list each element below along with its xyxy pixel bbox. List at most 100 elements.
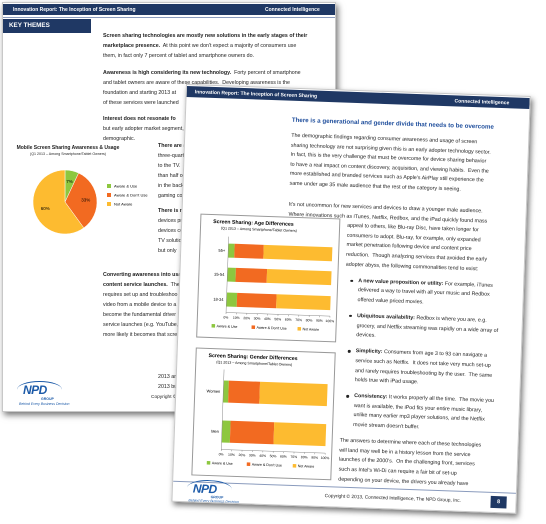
x-tick-label: 0% [219, 452, 224, 456]
text-line: same under age 35 male audience that the… [289, 180, 461, 193]
text-line: reduction. Though analyzing services tha… [346, 251, 488, 263]
text-line: such as Intel's Wi-Di can require a fair… [338, 466, 457, 477]
category-label: 55+ [218, 248, 226, 253]
data-label: 60% [41, 206, 50, 211]
bar-segment [234, 243, 264, 259]
page-number: 8 [490, 495, 507, 509]
bold-text: Interest does not resonate fo [103, 116, 176, 122]
x-tick-label: 80% [306, 318, 313, 322]
section-heading: There is a generational and gender divid… [291, 116, 494, 131]
x-tick-label: 100% [321, 456, 330, 460]
text-line: adopter abyss, the following commonaliti… [345, 261, 479, 272]
bold-text: A new value proposition or utility: [358, 277, 444, 287]
x-tick-label: 10% [228, 453, 235, 457]
legend-swatch [107, 184, 111, 188]
text: It works properly all the time. The movi… [387, 394, 494, 405]
x-tick-label: 70% [295, 318, 302, 322]
text-line: grocery, and Netflix streaming was rapid… [356, 322, 499, 334]
chart-subtitle: (Q1 2013 – Among Smartphone/Tablet Owner… [30, 152, 106, 156]
logo-tagline: Behind Every Business Decision [19, 402, 70, 406]
legend-label: Aware & Don't Use [114, 193, 148, 198]
text-line: devices co [158, 228, 184, 234]
x-tick-label: 20% [238, 453, 245, 457]
text-line: market penetration following device and … [346, 242, 472, 253]
text-line: service such as Netflix. It does not tak… [355, 357, 491, 369]
chart-subtitle: (Q1 2013 – Among Smartphone/Tablet Owner… [216, 360, 292, 367]
logo-name: NPD [23, 383, 47, 397]
text-line: but only [158, 248, 177, 254]
pie-slice [32, 169, 85, 235]
text-line: There are a [158, 143, 187, 149]
section-label: KEY THEMES [3, 19, 91, 33]
chart-box: Screen Sharing: Age Differences (Q1 2013 … [196, 213, 341, 343]
logo-tagline: Behind Every Business Decision [188, 498, 239, 505]
logo-name: NPD [192, 481, 217, 497]
legend-swatch [107, 193, 111, 197]
category-label: 18-34 [213, 297, 224, 302]
legend-swatch [297, 327, 302, 331]
axis-line [225, 236, 229, 313]
text-line: service launches (e.g. YouTube, [103, 322, 179, 328]
text-line: video from a mobile device to a [103, 302, 177, 308]
text-line: offered value priced movies. [357, 297, 424, 306]
bold-text: content service launches. [103, 282, 168, 288]
logo-group: GROUP [41, 397, 54, 401]
legend-label: Not Aware [302, 327, 319, 332]
text-line: than half o [158, 173, 183, 179]
data-label: 7% [66, 179, 73, 184]
bar-segment [228, 380, 261, 404]
x-tick-label: 80% [301, 455, 308, 459]
text-line: Awareness is high considering its new te… [103, 70, 301, 76]
x-tick-label: 0% [223, 315, 228, 319]
chart-title: Screen Sharing: Gender Differences [208, 353, 297, 362]
x-tick-label: 10% [233, 316, 240, 320]
legend-label: Aware & Use [216, 324, 237, 329]
bar-segment [263, 244, 333, 262]
bold-text: Converting awareness into usag [103, 272, 185, 278]
bullet [348, 314, 352, 318]
logo-swoosh [17, 381, 62, 398]
text: Redbox is where you are, e.g. [414, 315, 487, 324]
legend-label: Not Aware [298, 464, 315, 469]
text: Consumers from age 3 to 93 can navigate … [382, 349, 488, 359]
bold-text: Screen sharing technologies are mostly n… [103, 33, 308, 39]
category-label: Men [211, 429, 219, 434]
data-label: 33% [81, 198, 90, 203]
legend-label: Aware & Use [114, 184, 138, 189]
x-tick-label: 60% [285, 318, 292, 322]
pie-chart: 7% Aware & Use 33% Aware & Don't Use 60% Not … [32, 169, 148, 235]
text-line: marketplace presence. At this point we d… [103, 43, 296, 49]
brand: Connected Intelligence [265, 6, 320, 13]
legend-swatch [107, 202, 111, 206]
text-line: devices. [356, 332, 376, 339]
rule [3, 17, 335, 18]
page-header: Innovation Report: The Inception of Scre… [186, 86, 530, 109]
bullet [350, 279, 353, 282]
legend-swatch [246, 462, 251, 466]
text: For example, iTunes [443, 280, 493, 289]
bold-text: There are a [158, 143, 187, 149]
text-line: in the backg [158, 183, 187, 189]
text-line: movie stream doesn't buffer. [353, 422, 420, 431]
bar-segment [227, 267, 236, 282]
legend-swatch [211, 324, 216, 328]
text-line: holds true with iPad usage. [354, 377, 419, 386]
pie-slice [64, 172, 98, 229]
text-line: Ubiquitous availability: Redbox is where… [357, 313, 487, 324]
bar-segment [226, 292, 238, 307]
text-line: TV solution [158, 238, 185, 244]
text: There [167, 282, 185, 288]
axis-line [221, 369, 225, 450]
text-line: content service launches. There [103, 282, 185, 288]
page-header: Innovation Report: The Inception of Scre… [3, 4, 335, 15]
brand: Connected Intelligence [454, 97, 510, 106]
bar-segment [276, 294, 331, 311]
bar-segment [266, 268, 332, 286]
x-tick-label: 90% [316, 319, 323, 323]
x-tick-label: 50% [274, 317, 281, 321]
text-line: Screen sharing technologies are mostly n… [103, 33, 308, 39]
bar-segment [259, 381, 328, 407]
text-line: requires set up and troubleshoo [103, 292, 178, 298]
bar-chart: Screen Sharing: Gender Differences(Q1 20… [206, 353, 330, 469]
